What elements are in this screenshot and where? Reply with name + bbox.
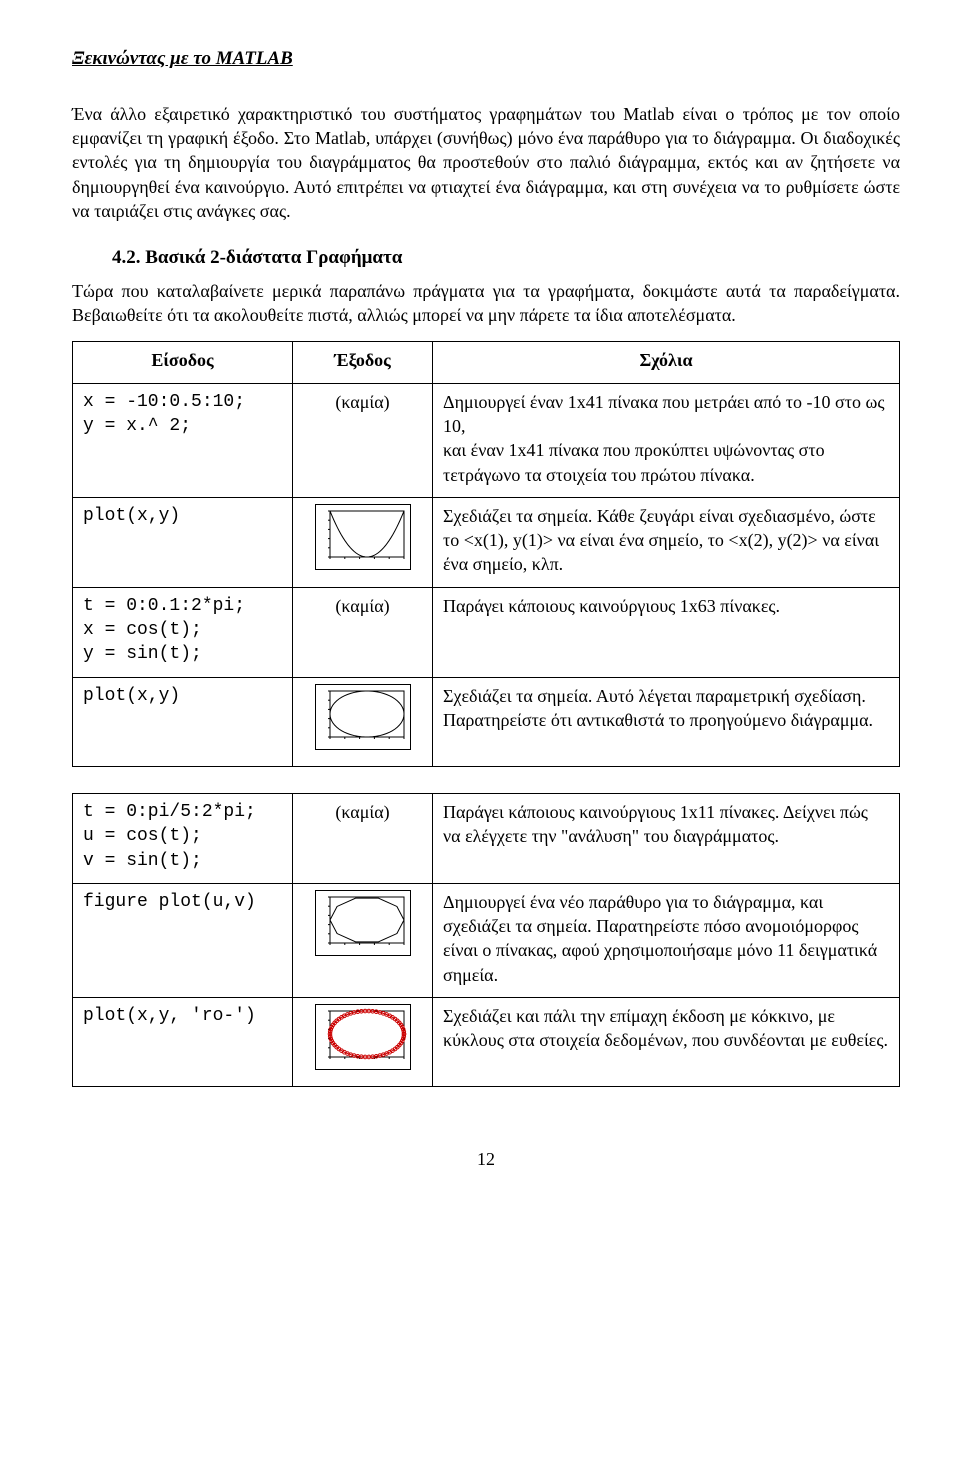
section-intro: Τώρα που καταλαβαίνετε μερικά παραπάνω π… <box>72 279 900 328</box>
cell-output: (καμία) <box>293 383 433 497</box>
table-row: t = 0:0.1:2*pi; x = cos(t); y = sin(t);(… <box>73 587 900 677</box>
table-row: figure plot(u,v) Δημιουργεί ένα νέο παράθ… <box>73 883 900 997</box>
plot-parabola <box>315 504 411 570</box>
cell-output <box>293 497 433 587</box>
examples-table-a: Είσοδος Έξοδος Σχόλια x = -10:0.5:10; y … <box>72 341 900 767</box>
cell-output <box>293 883 433 997</box>
th-input: Είσοδος <box>73 342 293 383</box>
cell-comment: Παράγει κάποιους καινούργιους 1x11 πίνακ… <box>433 793 900 883</box>
cell-input: plot(x,y) <box>73 497 293 587</box>
plot-circle_ro <box>315 1004 411 1070</box>
intro-paragraph: Ένα άλλο εξαιρετικό χαρακτηριστικό του σ… <box>72 102 900 223</box>
cell-comment: Σχεδιάζει και πάλι την επίμαχη έκδοση με… <box>433 998 900 1087</box>
cell-comment: Σχεδιάζει τα σημεία. Αυτό λέγεται παραμε… <box>433 677 900 766</box>
cell-input: figure plot(u,v) <box>73 883 293 997</box>
cell-input: x = -10:0.5:10; y = x.^ 2; <box>73 383 293 497</box>
table-row: x = -10:0.5:10; y = x.^ 2;(καμία)Δημιουρ… <box>73 383 900 497</box>
examples-table-b: t = 0:pi/5:2*pi; u = cos(t); v = sin(t);… <box>72 793 900 1087</box>
table-row: t = 0:pi/5:2*pi; u = cos(t); v = sin(t);… <box>73 793 900 883</box>
cell-output: (καμία) <box>293 793 433 883</box>
cell-output: (καμία) <box>293 587 433 677</box>
th-comment: Σχόλια <box>433 342 900 383</box>
cell-output <box>293 998 433 1087</box>
cell-comment: Σχεδιάζει τα σημεία. Κάθε ζευγάρι είναι … <box>433 497 900 587</box>
table-row: plot(x,y) Σχεδιάζει τα σημεία. Κάθε ζευγά… <box>73 497 900 587</box>
table-row: plot(x,y) Σχεδιάζει τα σημεία. Αυτό λέγετ… <box>73 677 900 766</box>
cell-comment: Παράγει κάποιους καινούργιους 1x63 πίνακ… <box>433 587 900 677</box>
cell-output <box>293 677 433 766</box>
cell-input: t = 0:0.1:2*pi; x = cos(t); y = sin(t); <box>73 587 293 677</box>
plot-circle <box>315 684 411 750</box>
cell-comment: Δημιουργεί ένα νέο παράθυρο για το διάγρ… <box>433 883 900 997</box>
cell-input: plot(x,y) <box>73 677 293 766</box>
page-number: 12 <box>72 1147 900 1171</box>
th-output: Έξοδος <box>293 342 433 383</box>
section-heading: 4.2. Βασικά 2-διάστατα Γραφήματα <box>112 245 900 271</box>
cell-comment: Δημιουργεί έναν 1x41 πίνακα που μετράει … <box>433 383 900 497</box>
plot-decagon <box>315 890 411 956</box>
cell-input: t = 0:pi/5:2*pi; u = cos(t); v = sin(t); <box>73 793 293 883</box>
page-header: Ξεκινώντας με το MATLAB <box>72 46 900 72</box>
table-row: plot(x,y, 'ro-') Σχεδιάζει και πάλι την ε… <box>73 998 900 1087</box>
cell-input: plot(x,y, 'ro-') <box>73 998 293 1087</box>
